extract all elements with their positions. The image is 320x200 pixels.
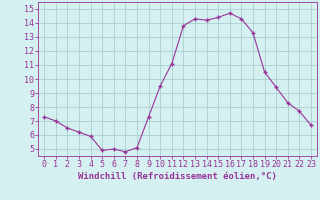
X-axis label: Windchill (Refroidissement éolien,°C): Windchill (Refroidissement éolien,°C) <box>78 172 277 181</box>
